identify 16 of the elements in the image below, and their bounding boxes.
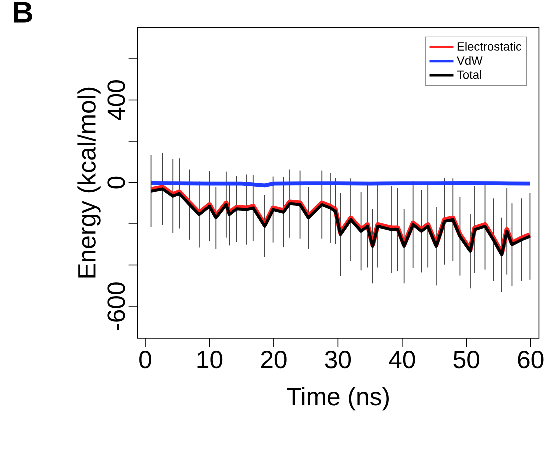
legend-label: VdW [457, 56, 483, 65]
legend-label: Electrostatic [458, 42, 522, 51]
y-tick-label: 0 [108, 176, 126, 189]
x-tick-label: 0 [140, 350, 152, 368]
x-tick-label: 30 [325, 350, 352, 368]
y-tick-label: 400 [108, 80, 126, 120]
y-tick-label: -600 [108, 282, 126, 330]
x-tick-label: 20 [261, 350, 287, 368]
x-tick-label: 60 [518, 350, 544, 368]
x-tick-label: 10 [198, 350, 223, 368]
legend-label: Total [457, 70, 482, 80]
y-axis-title: Energy (kcal/mol) [78, 88, 101, 278]
x-tick-label: 50 [454, 350, 480, 368]
x-tick-label: 40 [389, 350, 416, 368]
chart-title: B [14, 2, 32, 23]
x-axis-title: Time (ns) [287, 387, 389, 410]
